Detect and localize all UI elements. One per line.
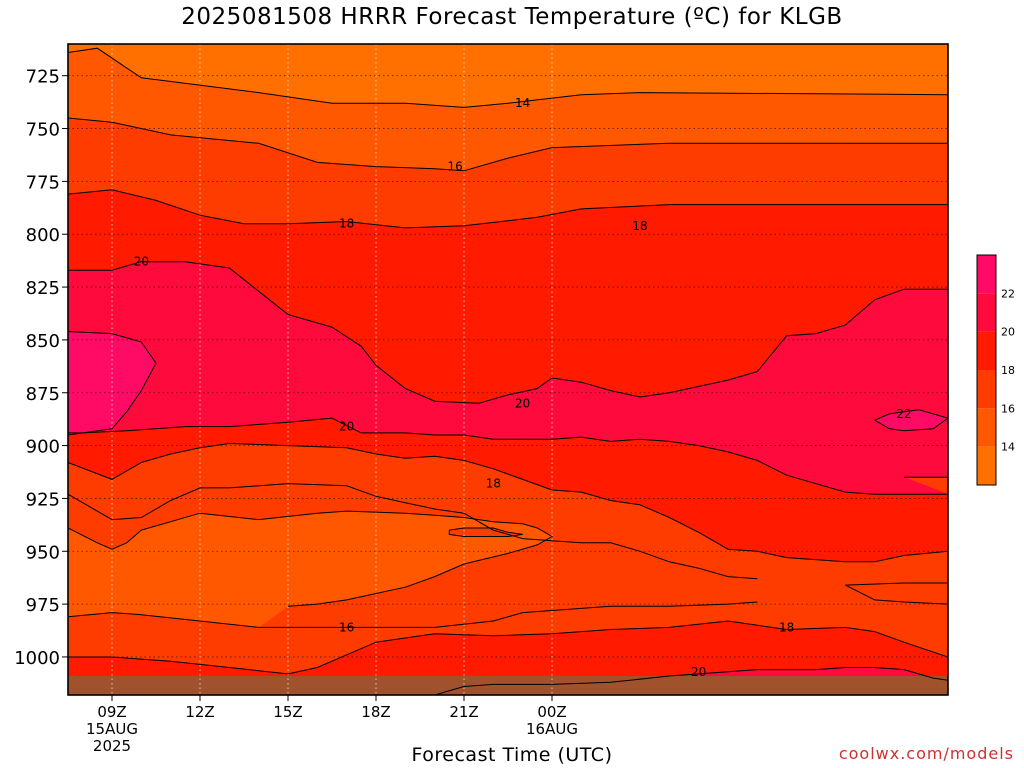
contour-20-14 [434, 667, 948, 695]
contour-label-1: 16 [448, 160, 463, 174]
contour-20-3 [68, 261, 948, 404]
x-axis-label: Forecast Time (UTC) [411, 744, 613, 766]
y-tick-label: 950 [26, 542, 60, 563]
y-tick-label: 900 [26, 437, 60, 458]
colorbar-segment [977, 255, 996, 294]
contour-16-11 [68, 601, 758, 628]
x-tick-label: 15AUG [86, 720, 138, 738]
colorbar-label: 14 [1001, 441, 1015, 454]
x-tick-label: 16AUG [526, 720, 578, 738]
contour-16-12 [845, 582, 948, 605]
y-tick-label: 1000 [14, 648, 60, 669]
contour-label-11: 20 [691, 665, 706, 679]
plot-frame [67, 43, 949, 696]
contour-16-9 [68, 510, 554, 607]
colorbar-segment [977, 293, 996, 332]
contour-label-5: 20 [515, 396, 530, 410]
contour-16-1 [68, 117, 948, 172]
x-tick-label: 2025 [93, 737, 131, 755]
contour-18-2 [68, 189, 948, 229]
contour-16-8 [68, 483, 758, 580]
contour-22-6 [874, 409, 948, 432]
contour-label-6: 20 [339, 420, 354, 434]
colorbar-frame [976, 254, 997, 486]
contour-18-7 [68, 442, 948, 563]
y-tick-label: 725 [26, 67, 60, 88]
terrain-strip [68, 676, 948, 695]
colorbar-label: 18 [1001, 364, 1015, 377]
colorbar-segment [977, 446, 996, 485]
colorbar-segment [977, 408, 996, 447]
y-tick-label: 800 [26, 225, 60, 246]
y-tick-label: 825 [26, 278, 60, 299]
contour-16-10 [448, 527, 523, 537]
chart-title: 2025081508 HRRR Forecast Temperature (ºC… [181, 4, 843, 30]
y-tick-label: 850 [26, 331, 60, 352]
x-tick-label: 00Z [537, 703, 566, 721]
y-tick-label: 925 [26, 489, 60, 510]
contour-18-13 [68, 620, 948, 675]
plot-area: 14 16 18 18 20 20 20 22 18 16 18 20 [68, 44, 948, 695]
contour-14-0 [68, 47, 948, 108]
colorbar-label: 22 [1001, 287, 1015, 300]
contour-label-9: 16 [339, 620, 354, 634]
colorbar-segment [977, 331, 996, 370]
contour-label-2: 18 [339, 217, 354, 231]
credit-link[interactable]: coolwx.com/models [838, 744, 1014, 763]
contour-20-4 [68, 417, 948, 495]
y-tick-label: 875 [26, 384, 60, 405]
y-tick-label: 750 [26, 120, 60, 141]
x-tick-label: 21Z [449, 703, 478, 721]
y-tick-label: 775 [26, 172, 60, 193]
contour-label-7: 22 [896, 407, 911, 421]
x-tick-label: 18Z [361, 703, 390, 721]
colorbar-segment [977, 370, 996, 409]
contour-label-0: 14 [515, 96, 530, 110]
x-tick-label: 15Z [273, 703, 302, 721]
contour-22-5 [68, 331, 157, 436]
contour-label-10: 18 [779, 620, 794, 634]
y-tick-label: 975 [26, 595, 60, 616]
contour-label-4: 20 [134, 255, 149, 269]
contour-label-3: 18 [632, 219, 647, 233]
x-tick-label: 09Z [97, 703, 126, 721]
colorbar-label: 16 [1001, 402, 1015, 415]
x-tick-label: 12Z [185, 703, 214, 721]
colorbar-label: 20 [1001, 326, 1015, 339]
contour-label-8: 18 [486, 477, 501, 491]
